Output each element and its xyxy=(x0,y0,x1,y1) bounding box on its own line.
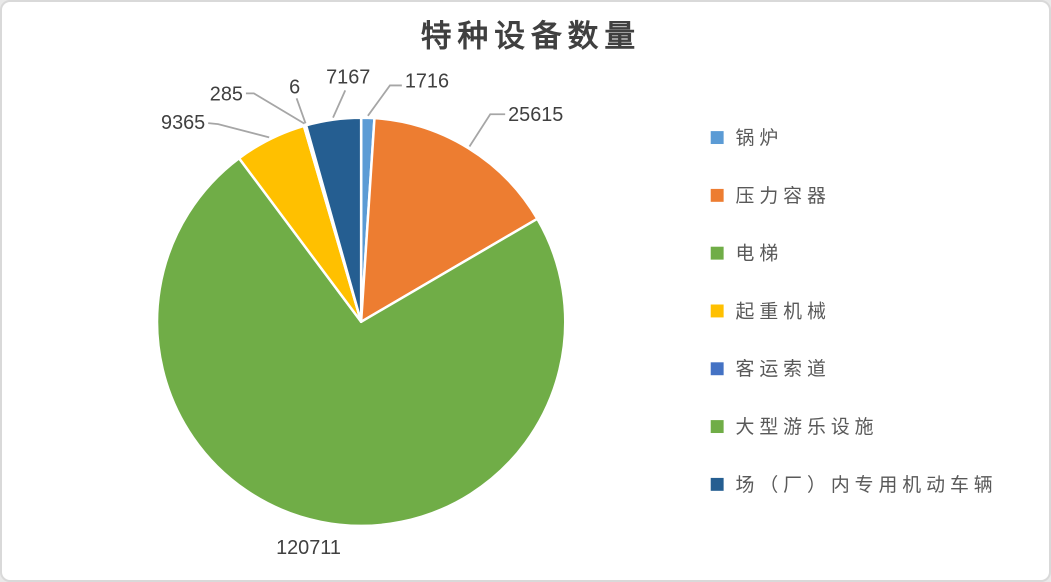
leader-line-4 xyxy=(245,92,305,125)
data-label-1: 25615 xyxy=(508,104,563,126)
legend-item-4[interactable]: 客运索道 xyxy=(710,358,831,380)
pie-slices xyxy=(155,116,567,528)
legend-swatch xyxy=(710,420,724,434)
legend-label: 大型游乐设施 xyxy=(736,416,879,438)
leader-line-0 xyxy=(367,84,402,117)
legend-label: 压力容器 xyxy=(736,185,831,207)
legend-label: 电梯 xyxy=(736,243,784,265)
legend-swatch xyxy=(710,362,724,376)
legend-label: 起重机械 xyxy=(736,300,831,322)
leader-lines xyxy=(208,84,506,147)
data-label-6: 7167 xyxy=(326,66,370,88)
chart-title: 特种设备数量 xyxy=(421,20,641,54)
leader-line-3 xyxy=(208,122,270,139)
pie-slice-6[interactable] xyxy=(304,116,363,324)
legend-swatch xyxy=(710,188,724,202)
legend-item-1[interactable]: 压力容器 xyxy=(710,185,831,207)
legend-item-6[interactable]: 场（厂）内专用机动车辆 xyxy=(710,474,998,496)
legend-label: 客运索道 xyxy=(736,358,831,380)
legend-item-3[interactable]: 起重机械 xyxy=(710,300,831,322)
data-label-2: 120711 xyxy=(276,537,341,559)
data-label-5: 6 xyxy=(289,76,300,98)
pie-slice-2[interactable] xyxy=(155,156,567,528)
leader-line-1 xyxy=(468,113,506,147)
data-label-4: 285 xyxy=(210,83,243,105)
data-label-0: 1716 xyxy=(405,70,449,92)
legend-item-5[interactable]: 大型游乐设施 xyxy=(710,416,879,438)
legend-item-2[interactable]: 电梯 xyxy=(710,243,784,265)
legend-item-0[interactable]: 锅炉 xyxy=(710,127,784,149)
legend-label: 锅炉 xyxy=(736,127,784,149)
leader-line-5 xyxy=(295,98,307,124)
legend-swatch xyxy=(710,304,724,318)
data-label-3: 9365 xyxy=(161,112,205,134)
pie-slice-1[interactable] xyxy=(359,116,539,324)
legend-swatch xyxy=(710,246,724,260)
leader-line-6 xyxy=(332,90,347,118)
legend-swatch xyxy=(710,131,724,145)
legend-swatch xyxy=(710,477,724,491)
legend-label: 场（厂）内专用机动车辆 xyxy=(736,474,998,496)
